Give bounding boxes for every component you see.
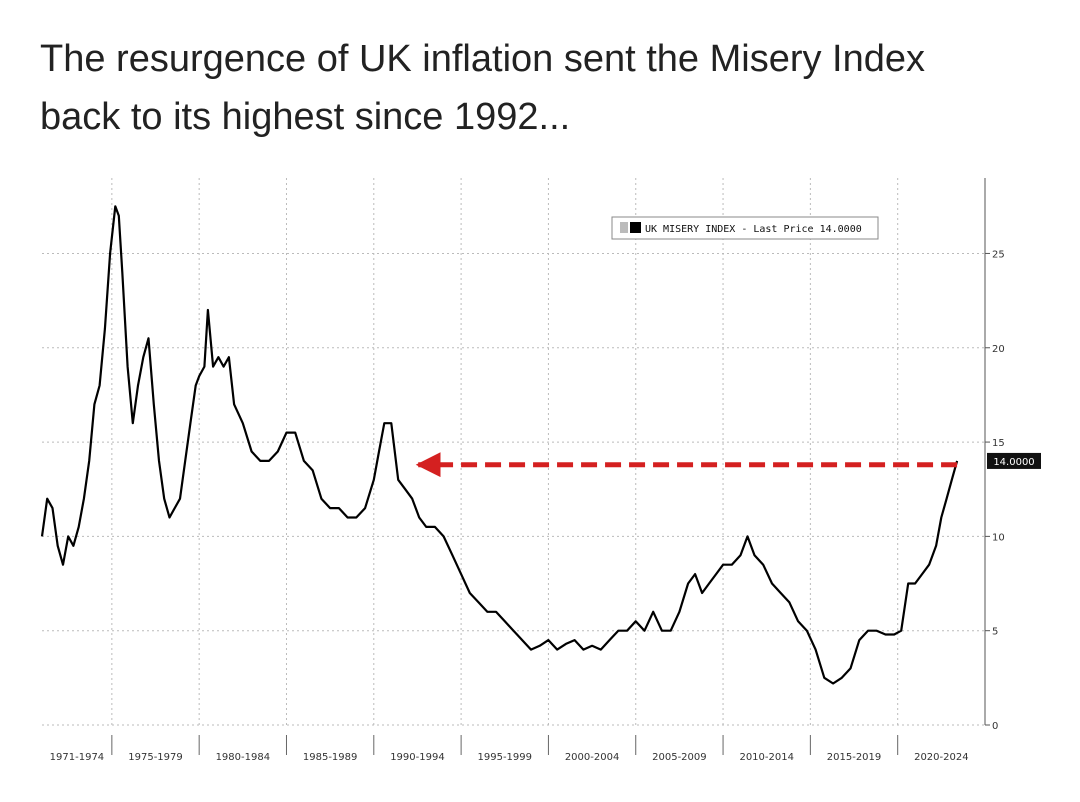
y-tick-label: 10 (992, 532, 1005, 543)
x-category-label: 1975-1979 (128, 752, 183, 763)
series-layer (40, 205, 959, 685)
x-category-label: 1980-1984 (216, 752, 271, 763)
x-category-label: 1995-1999 (478, 752, 533, 763)
y-tick-label: 5 (992, 627, 998, 638)
x-category-label: 2020-2024 (914, 752, 969, 763)
axes: 0 5 10 15 20 25 1971-1974 1975-1979 1980-1984 198… (50, 178, 1005, 763)
y-tick-label: 25 (992, 249, 1005, 260)
x-category-label: 2000-2004 (565, 752, 620, 763)
misery-index-chart: 0 5 10 15 20 25 1971-1974 1975-1979 1980-1984 198… (40, 178, 1041, 763)
legend-swatch (630, 222, 641, 233)
x-category-label: 1990-1994 (390, 752, 445, 763)
legend: UK MISERY INDEX - Last Price 14.0000 (611, 216, 879, 240)
headline-line-2: back to its highest since 1992... (40, 96, 571, 138)
y-tick-label: 15 (992, 438, 1005, 449)
last-price-box (987, 452, 1041, 469)
x-category-label: 2005-2009 (652, 752, 707, 763)
headline-line-1: The resurgence of UK inflation sent the … (40, 38, 926, 80)
legend-box (611, 216, 879, 240)
y-tick-label: 20 (992, 344, 1005, 355)
legend-swatch-shadow (620, 222, 628, 233)
x-category-label: 2010-2014 (739, 752, 794, 763)
y-tick-label: 0 (992, 721, 998, 732)
chart-headline: The resurgence of UK inflation sent the … (40, 30, 1040, 146)
x-category-label: 2015-2019 (827, 752, 882, 763)
legend-entry: UK MISERY INDEX - Last Price 14.0000 (645, 224, 862, 235)
annotation-layer: 14.0000 (415, 452, 1041, 478)
last-price-label: 14.0000 (993, 457, 1034, 468)
x-category-label: 1985-1989 (303, 752, 358, 763)
x-category-label: 1971-1974 (50, 752, 105, 763)
series-line (40, 205, 959, 685)
grid-lines (42, 178, 985, 726)
